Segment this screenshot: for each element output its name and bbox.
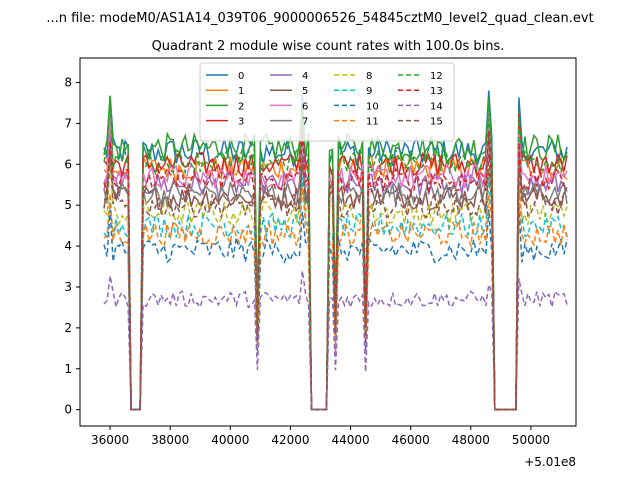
legend-label-14: 14 (430, 101, 443, 112)
legend-label-3: 3 (238, 117, 244, 128)
legend-label-10: 10 (366, 101, 379, 112)
legend-label-6: 6 (302, 101, 308, 112)
y-tick-label: 4 (64, 239, 72, 253)
series-line-3 (103, 113, 568, 411)
chart-suptitle: ...n file: modeM0/AS1A14_039T06_90000065… (46, 11, 593, 26)
legend-label-15: 15 (430, 117, 443, 128)
series-line-15 (103, 153, 568, 411)
series-layer (103, 90, 568, 411)
x-offset-label: +5.01e8 (524, 455, 576, 469)
x-tick-label: 44000 (331, 433, 369, 447)
legend-label-8: 8 (366, 71, 372, 82)
y-tick-label: 0 (64, 403, 72, 417)
y-tick-label: 1 (64, 362, 72, 376)
axes-layer: 36000 38000 40000 42000 44000 46000 48000 50000… (64, 76, 576, 469)
y-tick-label: 6 (64, 157, 72, 171)
series-line-14 (103, 270, 568, 411)
series-line-8 (103, 164, 568, 411)
plot-frame (79, 57, 577, 427)
series-line-6 (103, 115, 568, 411)
legend-label-12: 12 (430, 71, 443, 82)
y-tick-label: 2 (64, 321, 72, 335)
legend-label-0: 0 (238, 71, 244, 82)
legend-label-2: 2 (238, 101, 244, 112)
y-tick-label: 8 (64, 76, 72, 90)
series-line-1 (103, 114, 568, 411)
legend-label-7: 7 (302, 117, 308, 128)
x-tick-label: 38000 (151, 433, 189, 447)
legend-label-9: 9 (366, 86, 372, 97)
legend-label-11: 11 (366, 117, 379, 128)
x-tick-label: 36000 (91, 433, 129, 447)
chart-title: Quadrant 2 module wise count rates with … (152, 39, 505, 54)
y-tick-label: 3 (64, 280, 72, 294)
x-tick-label: 46000 (392, 433, 430, 447)
x-tick-label: 40000 (211, 433, 249, 447)
y-tick-label: 7 (64, 116, 72, 130)
x-tick-label: 50000 (512, 433, 550, 447)
legend-label-13: 13 (430, 86, 443, 97)
legend-label-5: 5 (302, 86, 308, 97)
x-tick-label: 48000 (452, 433, 490, 447)
series-line-11 (103, 186, 568, 411)
legend-label-1: 1 (238, 86, 244, 97)
legend-label-4: 4 (302, 71, 308, 82)
y-tick-label: 5 (64, 198, 72, 212)
legend-box (199, 62, 455, 142)
x-tick-label: 42000 (271, 433, 309, 447)
